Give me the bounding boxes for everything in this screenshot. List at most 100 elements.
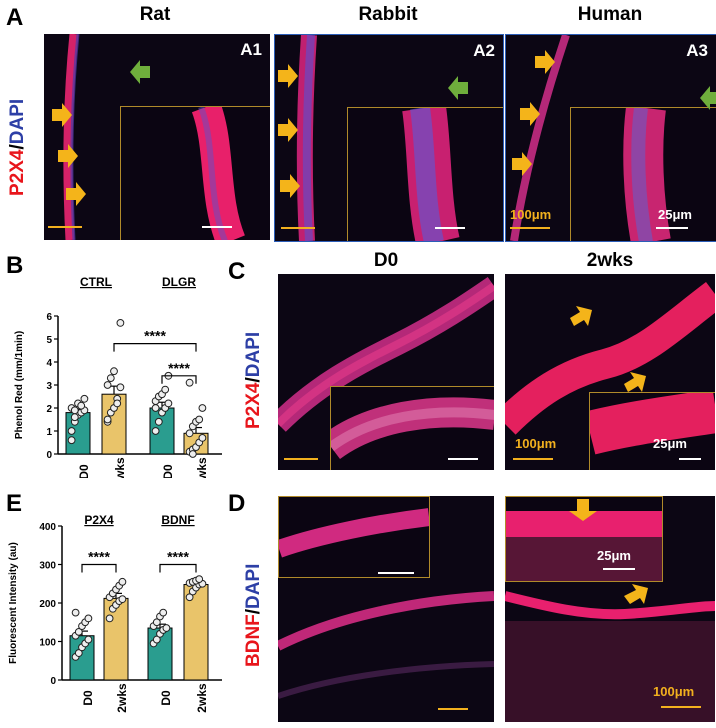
group-label: P2X4: [84, 513, 114, 527]
tag-a1: A1: [240, 40, 262, 59]
data-point: [185, 378, 194, 387]
x-tick-label: 2wks: [195, 683, 209, 713]
arrow-icon: [535, 50, 555, 74]
arrow-icon: [130, 60, 150, 84]
scale-bar-d-2wks-inset: [603, 568, 635, 570]
y-tick-label: 1: [46, 427, 52, 438]
data-point: [80, 394, 89, 403]
data-point: [116, 319, 125, 327]
arrow-icon: [448, 76, 468, 100]
y-tick-label: 2: [46, 404, 52, 415]
y-tick-label: 0: [46, 450, 52, 461]
micrograph-c-d0: [278, 274, 494, 470]
data-point: [67, 427, 76, 435]
y-axis-title: Fluorescent Intensity (au): [8, 542, 19, 664]
chart-b: 0 1 2 3 4 5 6 Phenol Red (mm/1min) D0 2wks D0 2wks C…: [14, 275, 222, 478]
chart-e: 0 100 200 300 400 Fluorescent Intensity (au) D…: [8, 513, 222, 713]
scale-bar-d-d0: [438, 708, 468, 710]
y-tick-label: 100: [39, 638, 56, 649]
scale-text-d-2wks-inset: 25μm: [597, 548, 631, 563]
arrow-icon: [569, 499, 597, 521]
scale-bar-c-d0-inset: [448, 458, 478, 460]
title-c-2wks: 2wks: [586, 250, 634, 271]
group-label: BDNF: [161, 513, 194, 527]
data-point: [84, 614, 93, 623]
tag-a3: A3: [686, 41, 708, 60]
arrow-icon: [66, 182, 86, 206]
micrograph-d-2wks: 25μm 100μm: [505, 496, 715, 722]
x-tick-label: 2wks: [113, 457, 127, 478]
data-point: [195, 415, 204, 424]
arrow-icon: [624, 584, 648, 604]
data-point: [154, 417, 163, 426]
y-tick-label: 6: [46, 312, 52, 323]
scale-bar-c-2wks-inset: [679, 458, 701, 460]
scale-bar-a3: [510, 227, 550, 229]
title-rat: Rat: [139, 4, 171, 25]
y-axis-title: Phenol Red (mm/1min): [14, 331, 25, 439]
data-point: [152, 618, 161, 627]
scale-bar-a1: [48, 226, 82, 228]
title-c-d0: D0: [373, 250, 399, 271]
y-tick-label: 3: [46, 381, 52, 392]
arrow-icon: [624, 372, 646, 392]
significance-label: ****: [168, 360, 190, 376]
x-tick-label: D0: [81, 690, 95, 706]
data-point: [113, 399, 122, 408]
panel-label-a: A: [6, 4, 24, 31]
panel-label-d: D: [228, 490, 246, 517]
arrow-icon: [570, 306, 592, 326]
data-point: [105, 614, 114, 623]
tag-a2: A2: [473, 41, 495, 60]
arrow-icon: [52, 103, 72, 127]
data-point: [84, 635, 93, 644]
data-point: [118, 577, 127, 586]
significance-label: ****: [144, 328, 166, 344]
scale-text-c-2wks: 100μm: [515, 436, 557, 451]
group-label: DLGR: [162, 275, 196, 289]
micrograph-a2: A2: [274, 34, 504, 242]
inset-a3: [570, 107, 716, 241]
data-point: [103, 415, 112, 424]
significance-bracket: [113, 343, 197, 352]
y-tick-label: 4: [46, 358, 52, 369]
panel-label-c: C: [228, 258, 246, 285]
significance-label: ****: [167, 549, 189, 565]
arrow-icon: [520, 102, 540, 126]
scale-bar-a1-inset: [202, 226, 232, 228]
data-point: [198, 404, 207, 412]
y-tick-label: 200: [39, 599, 56, 610]
significance-bracket: [81, 563, 117, 573]
micrograph-a1: A1: [44, 34, 270, 240]
x-tick-label: D0: [77, 464, 91, 478]
scale-bar-a2-inset: [435, 227, 465, 229]
data-point: [185, 593, 194, 602]
data-point: [151, 404, 160, 412]
data-point: [162, 624, 171, 632]
title-human: Human: [577, 4, 643, 25]
data-point: [195, 575, 204, 584]
panel-label-e: E: [6, 490, 23, 517]
arrow-icon: [280, 174, 300, 198]
micrograph-c-2wks: 100μm 25μm: [505, 274, 715, 470]
inset-c-2wks: [589, 392, 715, 470]
scale-bar-a3-inset: [656, 227, 688, 229]
data-point: [151, 427, 160, 435]
data-point: [188, 450, 197, 458]
data-point: [77, 401, 86, 410]
y-tick-label: 400: [39, 522, 56, 533]
data-point: [110, 367, 118, 376]
title-rabbit: Rabbit: [358, 4, 418, 25]
significance-label: ****: [88, 549, 110, 565]
scale-bar-c-d0: [284, 458, 318, 460]
data-point: [70, 413, 79, 422]
y-tick-label: 0: [50, 676, 56, 687]
x-tick-label: 2wks: [115, 683, 129, 713]
data-point: [74, 649, 83, 657]
micrograph-d-d0: [278, 496, 494, 722]
data-point: [118, 595, 127, 604]
data-point: [164, 399, 173, 408]
x-tick-label: 2wks: [195, 457, 209, 478]
